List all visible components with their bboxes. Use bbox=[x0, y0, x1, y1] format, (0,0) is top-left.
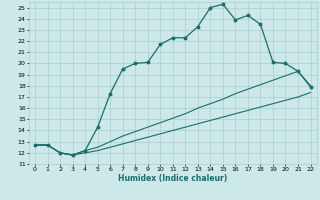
X-axis label: Humidex (Indice chaleur): Humidex (Indice chaleur) bbox=[118, 174, 228, 183]
